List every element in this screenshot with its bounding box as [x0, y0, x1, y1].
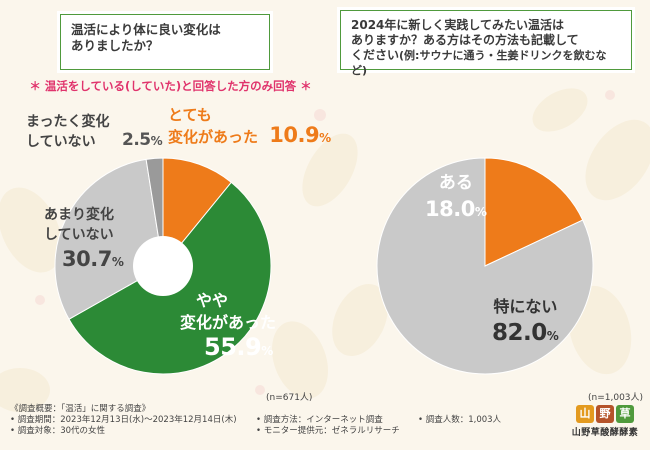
- logo-name: 山野草酸酵酵素: [571, 428, 639, 438]
- left-question-line1: 温活により体に良い変化は: [71, 22, 221, 37]
- footer-target: • 調査対象：30代の女性: [10, 426, 106, 436]
- pie1-slice-1: [376, 157, 594, 375]
- note-asterisk-right: ＊: [300, 79, 312, 93]
- label-somewhat-line2: 変化があった: [180, 313, 277, 332]
- label-not-at-all-pctsign: %: [150, 134, 163, 148]
- pie1-slice-0: [484, 157, 584, 267]
- label-not-at-all-line1: まったく変化: [26, 114, 110, 130]
- right-question-line1: 2024年に新しく実践してみたい温活は: [351, 18, 565, 32]
- left-sample-size: (n=671人): [266, 393, 313, 403]
- label-yes-pctsign: %: [474, 205, 487, 219]
- label-not-much-line1: あまり変化: [44, 207, 114, 223]
- label-not-much: あまり変化 していない 30.7%: [44, 205, 124, 272]
- logo-mark-1: 山: [576, 405, 594, 423]
- note-asterisk-left: ＊: [29, 79, 41, 93]
- label-not-at-all-pct: 2.5: [122, 130, 151, 150]
- label-yes-text: ある: [438, 173, 473, 193]
- left-question-line2: ありましたか？: [71, 38, 159, 53]
- right-question-line3: ください: [351, 48, 400, 62]
- label-not-much-line2: していない: [44, 227, 114, 243]
- right-question-box: 2024年に新しく実践してみたい温活は ありますか？ある方はその方法も記載して …: [340, 10, 632, 77]
- pie0-center-hole: [133, 236, 193, 296]
- right-question-line2: ありますか？ある方はその方法も記載して: [351, 33, 579, 47]
- pie0-slice-2: [54, 158, 164, 320]
- label-yes: ある 18.0%: [425, 170, 487, 225]
- left-question-box: 温活により体に良い変化は ありましたか？: [60, 14, 270, 70]
- label-very-changed-pctsign: %: [319, 131, 332, 145]
- footer-period: • 調査期間：2023年12月13日(水)～2023年12月14日(木): [10, 415, 237, 425]
- footer-method: • 調査方法：インターネット調査: [256, 415, 383, 425]
- label-nothing-pct: 82.0: [492, 320, 547, 346]
- label-not-at-all: まったく変化 していない: [26, 112, 109, 152]
- logo-mark-3: 草: [616, 405, 634, 423]
- label-very-changed-pct: 10.9: [269, 123, 320, 147]
- label-nothing-pctsign: %: [546, 329, 559, 343]
- label-not-much-pct: 30.7: [62, 247, 112, 271]
- label-very-changed: とても 変化があった 10.9%: [168, 105, 331, 148]
- answer-note: ＊温活をしている(していた)と回答した方のみ回答＊: [8, 78, 333, 94]
- label-very-changed-line1: とても: [168, 106, 212, 124]
- note-text: 温活をしている(していた)と回答した方のみ回答: [44, 79, 297, 93]
- label-not-much-pctsign: %: [111, 255, 124, 269]
- logo-mark-2: 野: [596, 405, 614, 423]
- label-somewhat-pctsign: %: [261, 344, 274, 358]
- label-somewhat-line1: やや: [196, 291, 229, 310]
- label-not-at-all-line2: していない: [26, 134, 96, 150]
- label-yes-pct: 18.0: [425, 197, 475, 221]
- footer-provider: • モニター提供元：ゼネラルリサーチ: [256, 426, 400, 436]
- pie0-slice-0: [162, 157, 233, 268]
- label-somewhat-pct: 55.9: [204, 333, 262, 361]
- footer-title: 《調査概要：「温活」に関する調査》: [10, 404, 151, 414]
- label-somewhat-changed: やや 変化があった 55.9%: [180, 290, 276, 362]
- brand-logo: 山 野 草 山野草酸酵酵素: [565, 405, 645, 438]
- label-nothing-text: 特にない: [493, 297, 558, 316]
- label-not-at-all-value: 2.5%: [122, 130, 163, 151]
- label-nothing: 特にない 82.0%: [492, 294, 559, 349]
- right-question-example: (例:サウナに通う・生姜ドリンクを飲むなど): [351, 49, 607, 77]
- label-very-changed-line2: 変化があった: [168, 128, 259, 146]
- footer-count: • 調査人数：1,003人: [418, 415, 502, 425]
- right-sample-size: (n=1,003人): [588, 393, 644, 403]
